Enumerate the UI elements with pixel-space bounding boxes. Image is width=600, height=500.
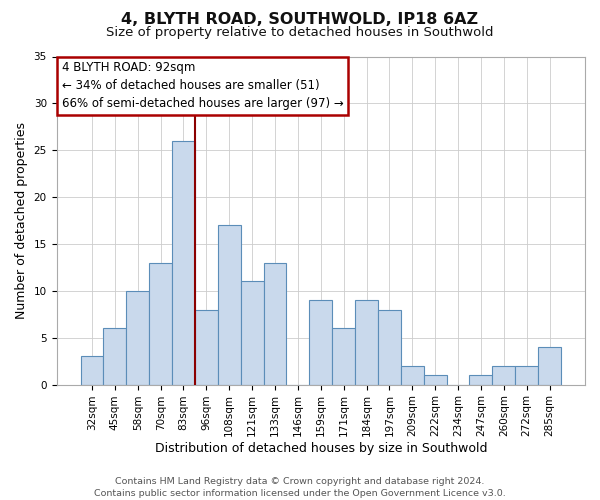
Y-axis label: Number of detached properties: Number of detached properties — [15, 122, 28, 319]
Text: 4 BLYTH ROAD: 92sqm
← 34% of detached houses are smaller (51)
66% of semi-detach: 4 BLYTH ROAD: 92sqm ← 34% of detached ho… — [62, 62, 344, 110]
Bar — [149, 262, 172, 384]
Bar — [493, 366, 515, 384]
Bar — [263, 262, 286, 384]
Text: Contains HM Land Registry data © Crown copyright and database right 2024.
Contai: Contains HM Land Registry data © Crown c… — [94, 476, 506, 498]
Bar — [469, 375, 493, 384]
Bar — [195, 310, 218, 384]
Bar — [172, 141, 195, 384]
Bar — [378, 310, 401, 384]
Bar — [424, 375, 446, 384]
X-axis label: Distribution of detached houses by size in Southwold: Distribution of detached houses by size … — [155, 442, 487, 455]
Bar — [127, 291, 149, 384]
Bar — [103, 328, 127, 384]
Bar — [218, 225, 241, 384]
Bar — [355, 300, 378, 384]
Bar — [310, 300, 332, 384]
Text: 4, BLYTH ROAD, SOUTHWOLD, IP18 6AZ: 4, BLYTH ROAD, SOUTHWOLD, IP18 6AZ — [121, 12, 479, 28]
Bar — [80, 356, 103, 384]
Bar — [332, 328, 355, 384]
Bar — [515, 366, 538, 384]
Bar — [241, 282, 263, 385]
Bar — [538, 347, 561, 385]
Bar — [401, 366, 424, 384]
Text: Size of property relative to detached houses in Southwold: Size of property relative to detached ho… — [106, 26, 494, 39]
